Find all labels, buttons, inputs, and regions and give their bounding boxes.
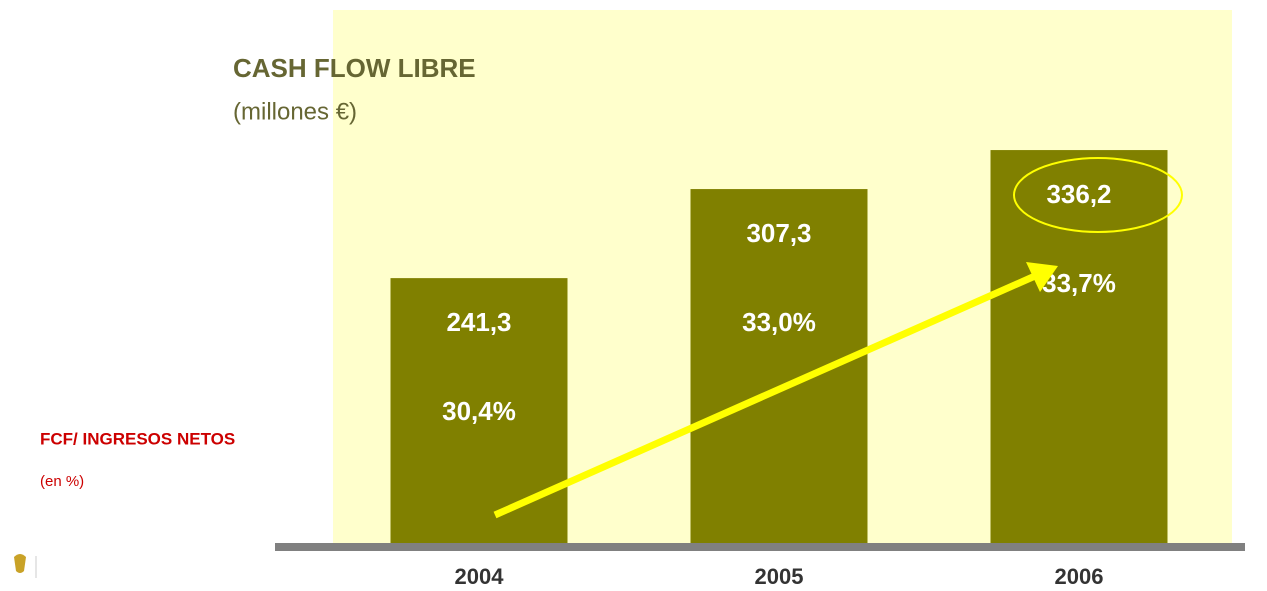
highlight-ellipse: [1013, 157, 1183, 233]
chart-subtitle: (millones €): [233, 98, 357, 125]
annotation: FCF/ INGRESOS NETOS: [40, 429, 235, 448]
logo: [14, 554, 37, 578]
baseline: [275, 543, 1245, 551]
ratio-label: 33,7%: [1042, 268, 1116, 298]
value-label: 336,2: [1046, 179, 1111, 209]
chart-title: CASH FLOW LIBRE: [233, 53, 476, 83]
value-label: 241,3: [446, 307, 511, 337]
ratio-label: 33,0%: [742, 307, 816, 337]
bar: [990, 150, 1168, 543]
value-label: 307,3: [746, 218, 811, 248]
annotation: (en %): [40, 473, 84, 490]
x-tick-label: 2005: [755, 564, 804, 589]
trend-arrowhead: [1026, 262, 1058, 292]
x-tick-label: 2004: [455, 564, 505, 589]
x-tick-label: 2006: [1055, 564, 1104, 589]
trend-arrow: [493, 272, 1037, 519]
ratio-label: 30,4%: [442, 396, 516, 426]
